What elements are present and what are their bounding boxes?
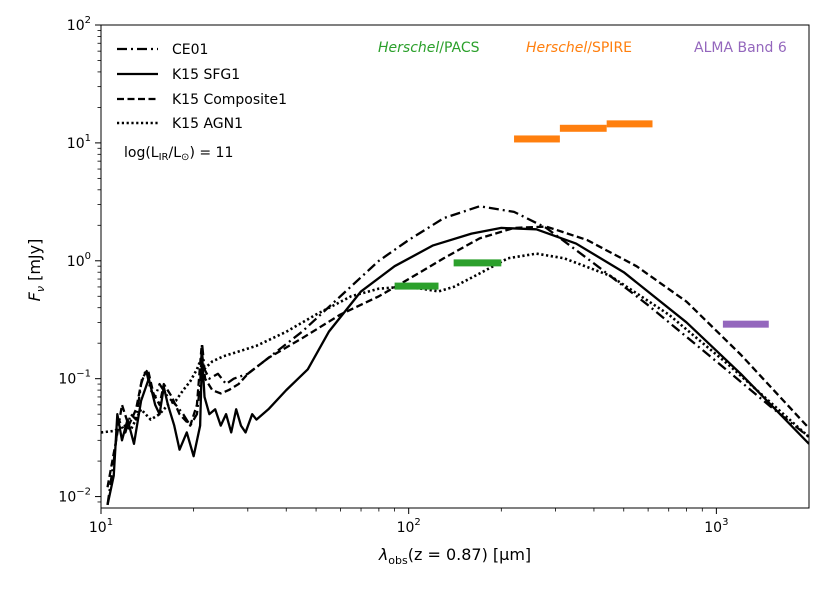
y-tick-label: 10−1 <box>58 369 91 388</box>
y-tick-label: 10−2 <box>58 487 91 506</box>
y-tick-exp: 1 <box>85 133 91 144</box>
series-k15-agn1 <box>101 252 809 438</box>
x-label-rest: (z = 0.87) [μm] <box>408 545 531 564</box>
annotation-sub-ir: IR <box>159 152 169 163</box>
spire-label-italic: Herschel <box>526 40 587 56</box>
x-tick-base: 10 <box>704 520 722 536</box>
pacs-label: Herschel/PACS <box>378 40 480 56</box>
annotation-post: ) = 11 <box>189 145 233 161</box>
legend-label-ce01: CE01 <box>172 42 208 58</box>
y-tick-label: 100 <box>67 251 91 270</box>
y-label-sub: ν <box>34 286 47 292</box>
x-axis-label: λobs(z = 0.87) [μm] <box>378 545 531 567</box>
x-tick-label: 103 <box>704 517 728 536</box>
y-tick-exp: 0 <box>85 251 91 262</box>
legend: CE01 K15 SFG1 K15 Composite1 K15 AGN1 lo… <box>117 42 287 163</box>
x-tick-base: 10 <box>397 520 415 536</box>
y-axis-label: Fν [mJy] <box>25 239 47 302</box>
pacs-label-italic: Herschel <box>378 40 439 56</box>
pacs-band-bar-0 <box>394 282 439 290</box>
spire-label: Herschel/SPIRE <box>526 40 632 56</box>
y-tick-base: 10 <box>67 18 85 34</box>
series-k15-composite1 <box>106 225 809 488</box>
series-k15-sfg1 <box>106 226 809 506</box>
legend-label-agn1: K15 AGN1 <box>172 116 243 132</box>
spire-band-bar-4 <box>606 120 653 128</box>
y-label-rest: [mJy] <box>25 239 44 286</box>
y-tick-base: 10 <box>67 136 85 152</box>
x-tick-exp: 2 <box>414 517 420 528</box>
x-label-sub: obs <box>388 554 408 567</box>
x-tick-label: 101 <box>89 517 113 536</box>
y-tick-label: 102 <box>67 15 91 34</box>
legend-label-sfg1: K15 SFG1 <box>172 67 240 83</box>
x-label-lambda: λ <box>378 545 388 564</box>
annotation-sub-sun: ⊙ <box>181 152 189 163</box>
y-label-f: F <box>25 291 44 301</box>
legend-annotation: log(LIR/L⊙) = 11 <box>124 145 233 163</box>
series-layer <box>101 205 809 506</box>
y-tick-exp: −1 <box>76 369 91 380</box>
y-tick-base: 10 <box>58 372 76 388</box>
bars-layer <box>394 120 769 328</box>
x-tick-exp: 1 <box>107 517 113 528</box>
y-tick-label: 101 <box>67 133 91 152</box>
y-tick-base: 10 <box>67 254 85 270</box>
spire-band-bar-3 <box>559 124 607 132</box>
pacs-label-rest: /PACS <box>439 40 479 56</box>
annotation-pre: log(L <box>124 145 159 161</box>
alma-label: ALMA Band 6 <box>694 40 787 56</box>
plot-area <box>100 24 810 509</box>
y-tick-exp: −2 <box>76 487 91 498</box>
alma-band-bar-5 <box>722 320 769 328</box>
legend-label-composite1: K15 Composite1 <box>172 92 287 108</box>
spire-label-rest: /SPIRE <box>587 40 632 56</box>
annotation-mid: /L <box>169 145 182 161</box>
spire-band-bar-2 <box>514 135 560 143</box>
x-tick-label: 102 <box>397 517 421 536</box>
x-tick-exp: 3 <box>722 517 728 528</box>
y-tick-exp: 2 <box>85 15 91 26</box>
pacs-band-bar-1 <box>453 259 502 267</box>
y-tick-base: 10 <box>58 490 76 506</box>
x-tick-base: 10 <box>89 520 107 536</box>
